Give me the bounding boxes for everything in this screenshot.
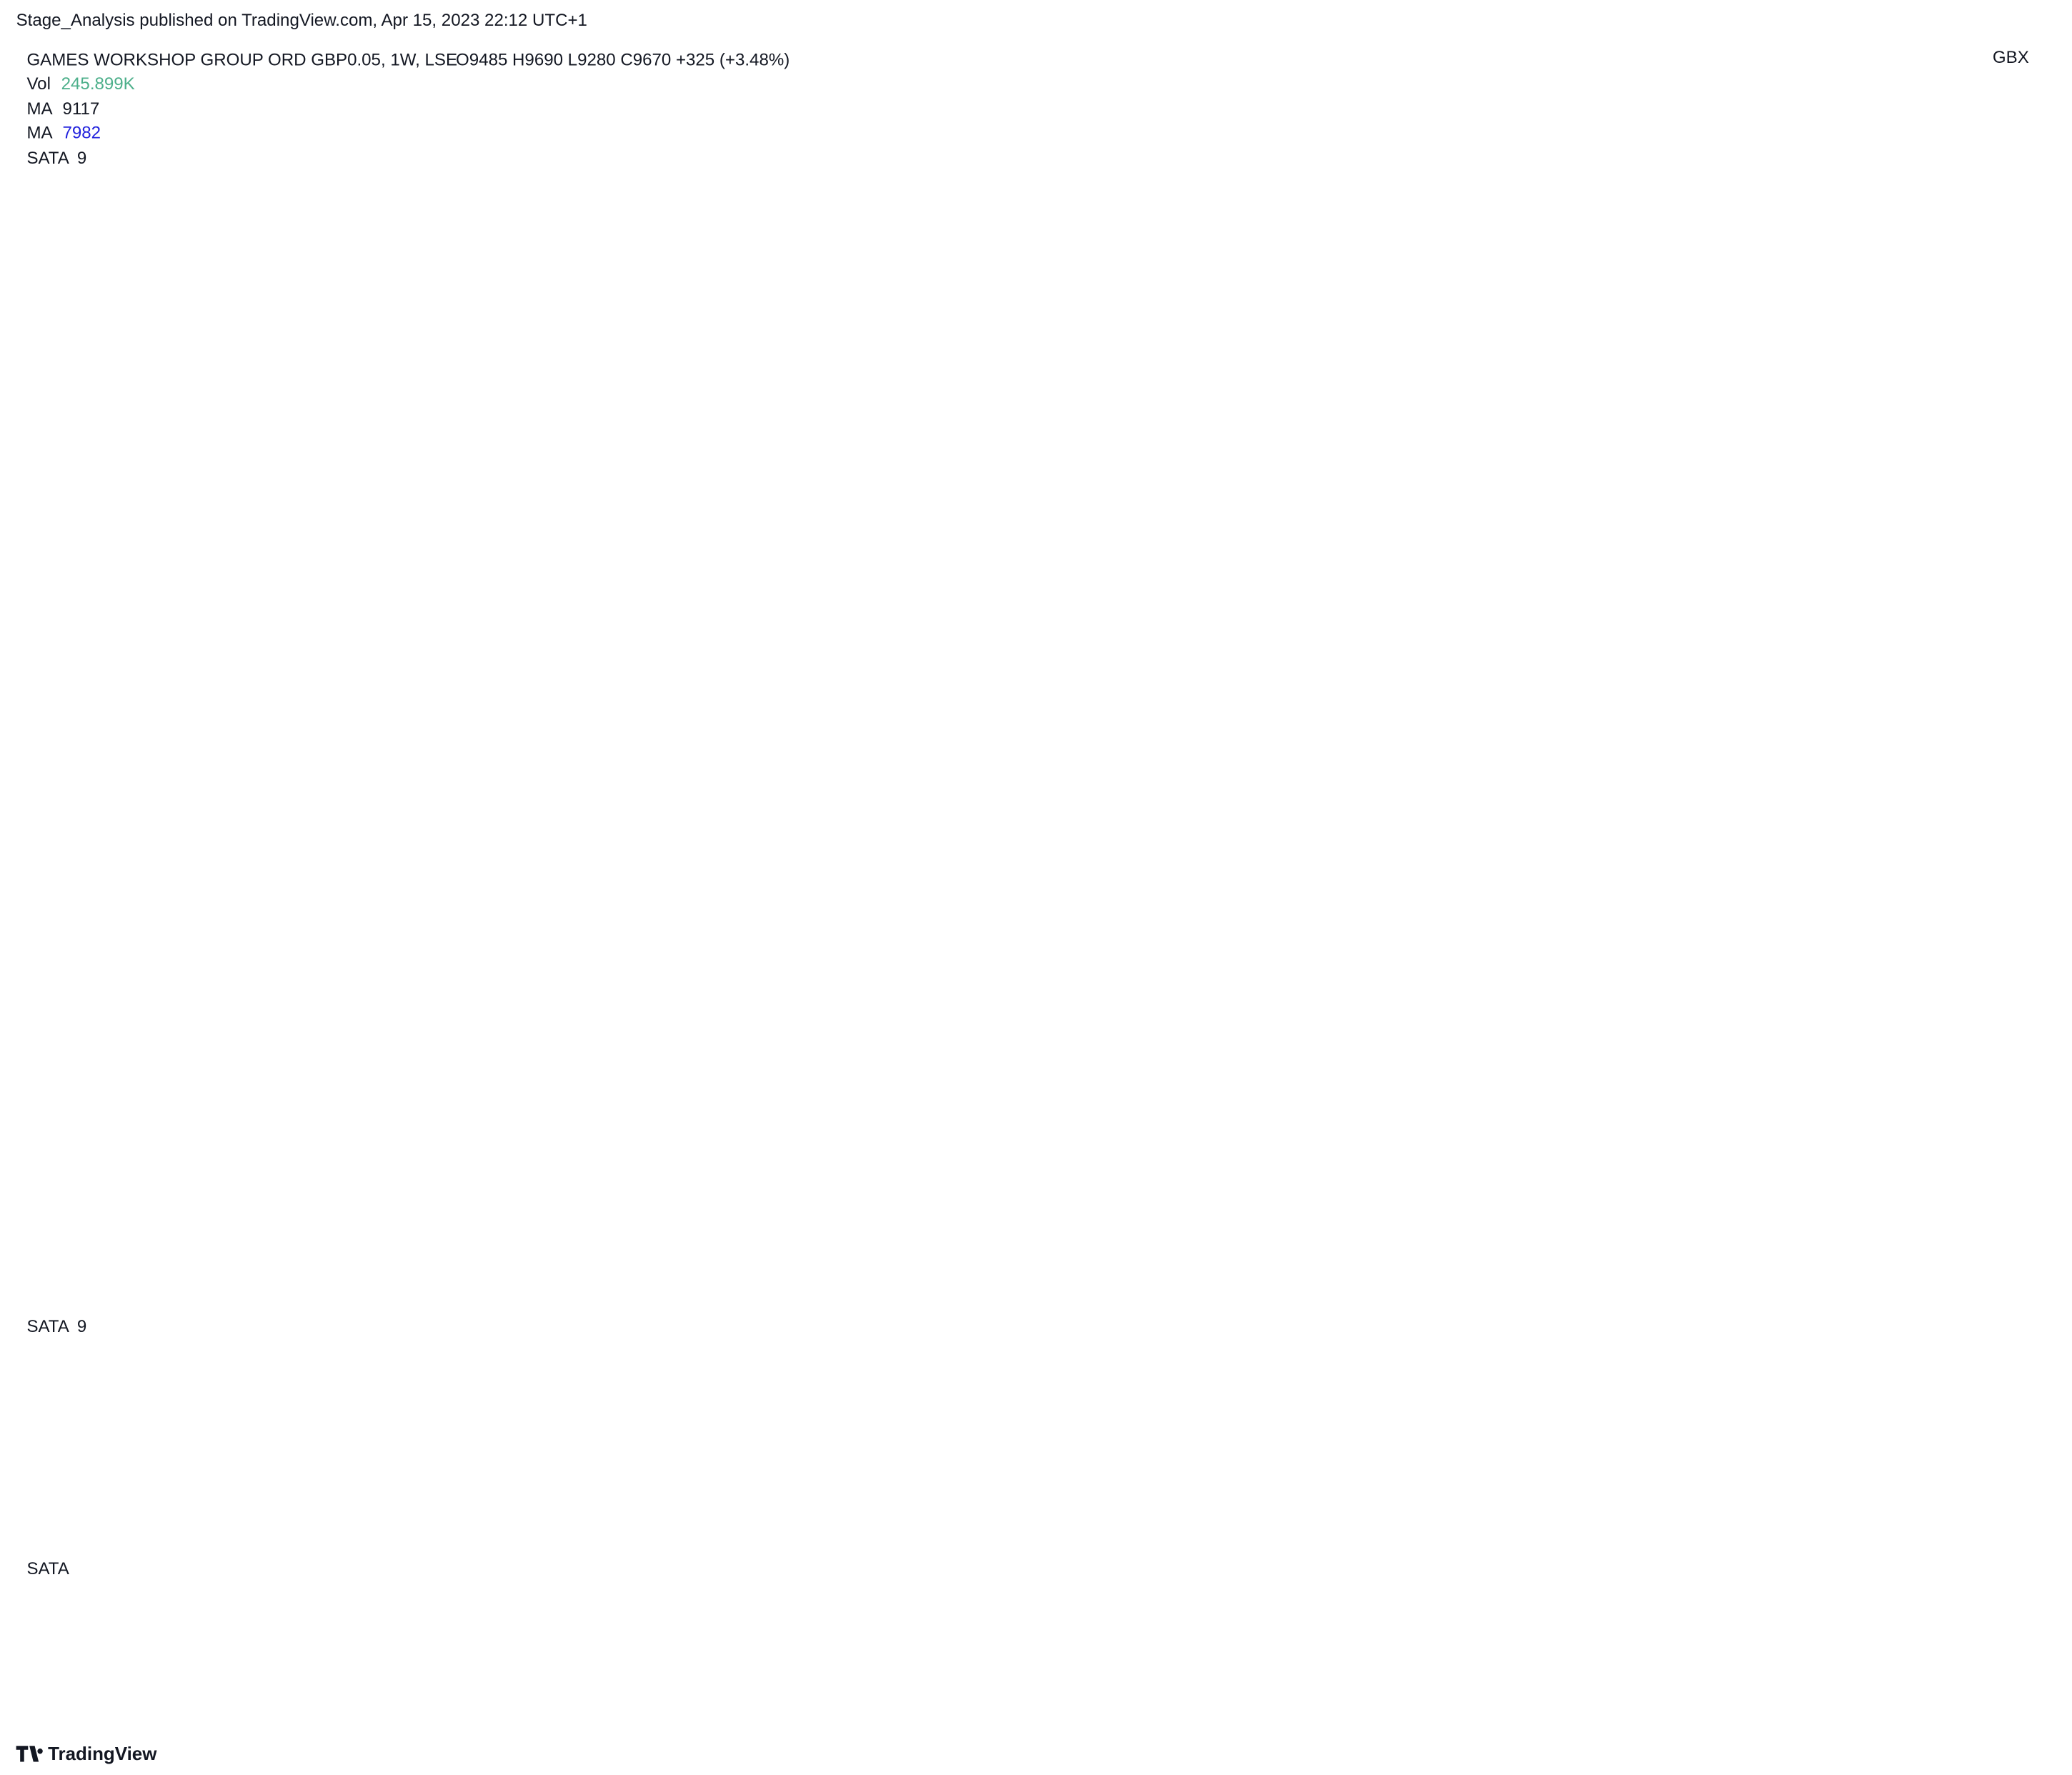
- sata-legend: SATA: [26, 149, 69, 168]
- unit: GBX: [1993, 48, 2029, 67]
- footer: TradingView: [48, 1744, 157, 1764]
- vol-legend: Vol: [26, 74, 50, 94]
- attribution: Stage_Analysis published on TradingView.…: [16, 11, 587, 30]
- logo: TradingView: [16, 1744, 157, 1764]
- sata-value: 9: [77, 1317, 86, 1336]
- sata-value: 9: [77, 149, 86, 168]
- ma-value: 7982: [63, 124, 101, 143]
- vol-value: 245.899K: [61, 74, 135, 94]
- sata-legend: SATA: [26, 1317, 69, 1336]
- ma-value: 9117: [63, 99, 100, 119]
- ma-legend: MA: [26, 99, 53, 119]
- heatmap-legend: SATA: [26, 1559, 69, 1578]
- ma-legend: MA: [26, 124, 53, 143]
- logo-icon: [16, 1746, 43, 1762]
- ohlc: O9485 H9690 L9280 C9670 +325 (+3.48%): [456, 51, 790, 70]
- symbol: GAMES WORKSHOP GROUP ORD GBP0.05, 1W, LS…: [26, 51, 457, 70]
